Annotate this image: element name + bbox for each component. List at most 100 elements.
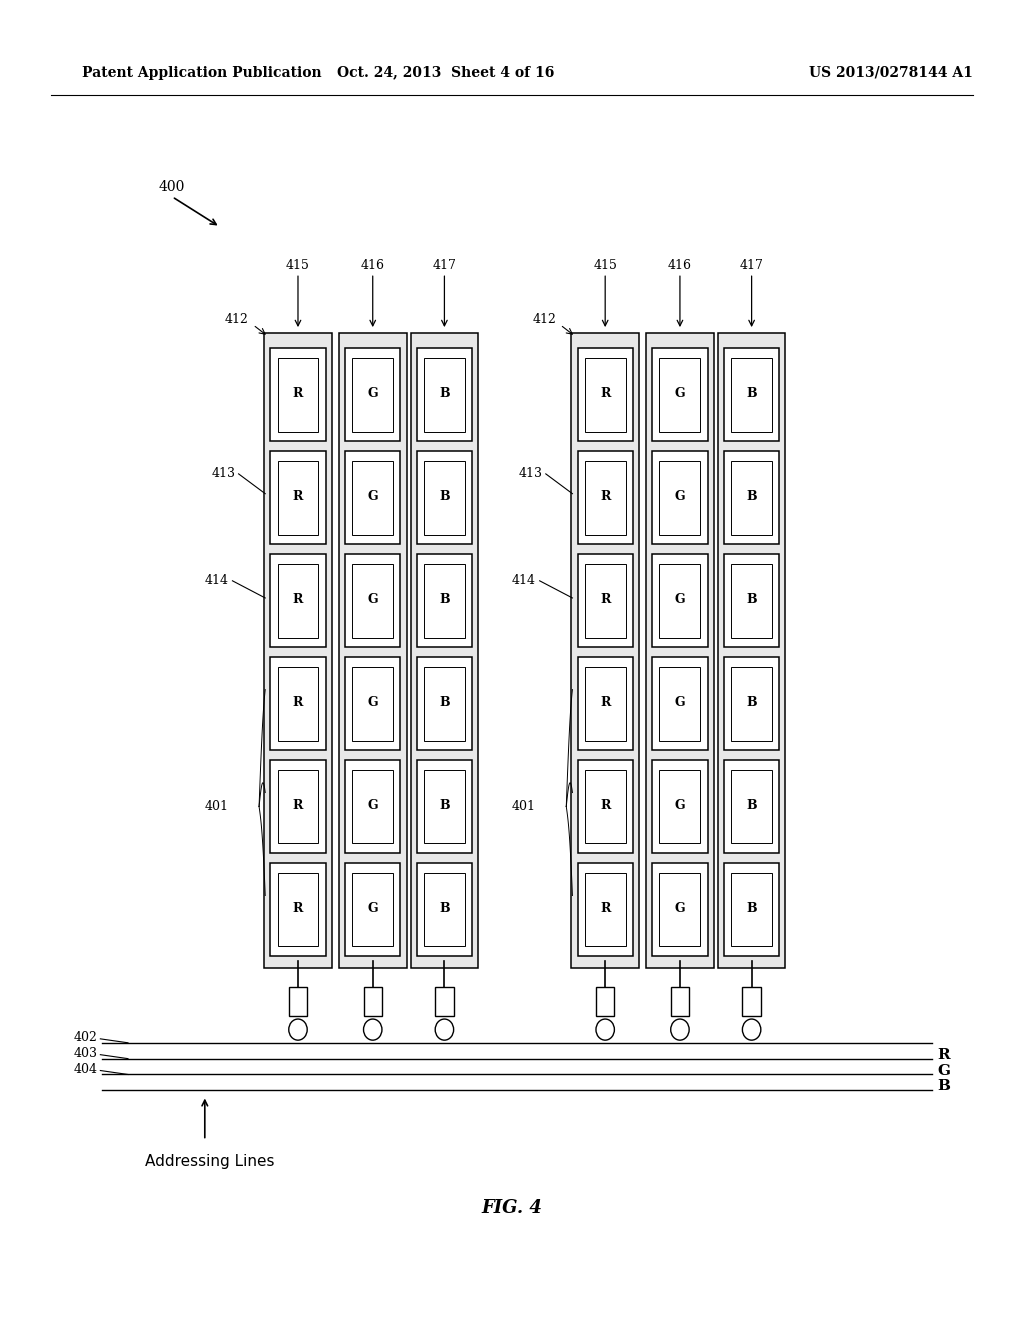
Text: 416: 416 — [360, 259, 385, 272]
Text: G: G — [675, 387, 685, 400]
Text: R: R — [600, 799, 610, 812]
Text: Addressing Lines: Addressing Lines — [145, 1154, 274, 1168]
Text: 414: 414 — [512, 574, 536, 587]
Bar — [578, 863, 633, 956]
Bar — [659, 358, 700, 432]
Bar — [731, 461, 772, 535]
Bar — [411, 333, 478, 968]
Bar — [352, 667, 393, 741]
Bar — [424, 873, 465, 946]
Text: 400: 400 — [159, 181, 185, 194]
Bar — [352, 358, 393, 432]
Bar — [659, 564, 700, 638]
Text: G: G — [368, 902, 378, 915]
Bar — [659, 461, 700, 535]
Bar — [278, 770, 318, 843]
Text: 415: 415 — [593, 259, 617, 272]
Bar — [659, 770, 700, 843]
Bar — [724, 348, 779, 441]
Bar — [352, 770, 393, 843]
Bar — [731, 358, 772, 432]
Bar — [578, 554, 633, 647]
Text: Oct. 24, 2013  Sheet 4 of 16: Oct. 24, 2013 Sheet 4 of 16 — [337, 66, 554, 79]
Bar — [742, 987, 761, 1016]
Bar — [417, 451, 472, 544]
Bar — [724, 657, 779, 750]
Bar — [352, 873, 393, 946]
Bar — [652, 348, 708, 441]
Ellipse shape — [671, 1019, 689, 1040]
Bar — [671, 987, 689, 1016]
Bar — [424, 564, 465, 638]
Bar — [278, 461, 318, 535]
Text: R: R — [293, 387, 303, 400]
Text: 416: 416 — [668, 259, 692, 272]
Text: 415: 415 — [286, 259, 310, 272]
Text: G: G — [368, 696, 378, 709]
Bar — [659, 667, 700, 741]
Bar — [270, 657, 326, 750]
Bar — [571, 333, 639, 968]
Bar — [417, 554, 472, 647]
Bar — [289, 987, 307, 1016]
Bar — [424, 770, 465, 843]
Bar — [417, 863, 472, 956]
Text: B: B — [439, 387, 450, 400]
Bar — [585, 358, 626, 432]
Bar — [578, 760, 633, 853]
Text: B: B — [746, 387, 757, 400]
Bar — [724, 863, 779, 956]
Text: B: B — [439, 902, 450, 915]
Text: B: B — [439, 799, 450, 812]
Text: 403: 403 — [74, 1047, 97, 1060]
Bar — [585, 564, 626, 638]
Text: US 2013/0278144 A1: US 2013/0278144 A1 — [809, 66, 973, 79]
Bar — [578, 348, 633, 441]
Bar — [652, 554, 708, 647]
Bar — [270, 554, 326, 647]
Text: R: R — [293, 902, 303, 915]
Ellipse shape — [742, 1019, 761, 1040]
Text: G: G — [675, 593, 685, 606]
Bar — [352, 461, 393, 535]
Text: R: R — [600, 902, 610, 915]
Text: 412: 412 — [225, 313, 249, 326]
Text: G: G — [368, 387, 378, 400]
Bar — [424, 358, 465, 432]
Ellipse shape — [364, 1019, 382, 1040]
Bar — [278, 873, 318, 946]
Bar — [270, 863, 326, 956]
Text: 413: 413 — [212, 467, 236, 480]
Text: 401: 401 — [512, 800, 536, 813]
Bar — [731, 667, 772, 741]
Text: FIG. 4: FIG. 4 — [481, 1199, 543, 1217]
Bar — [578, 451, 633, 544]
Text: 417: 417 — [739, 259, 764, 272]
Ellipse shape — [435, 1019, 454, 1040]
Bar — [417, 657, 472, 750]
Text: 402: 402 — [74, 1031, 97, 1044]
Bar — [364, 987, 382, 1016]
Ellipse shape — [289, 1019, 307, 1040]
Bar — [585, 667, 626, 741]
Text: G: G — [937, 1064, 950, 1077]
Text: R: R — [293, 593, 303, 606]
Bar — [718, 333, 785, 968]
Bar — [724, 554, 779, 647]
Bar — [596, 987, 614, 1016]
Bar — [278, 667, 318, 741]
Bar — [652, 451, 708, 544]
Text: R: R — [293, 696, 303, 709]
Bar — [278, 564, 318, 638]
Bar — [424, 667, 465, 741]
Text: R: R — [293, 799, 303, 812]
Text: B: B — [746, 593, 757, 606]
Text: G: G — [368, 799, 378, 812]
Bar — [417, 760, 472, 853]
Text: B: B — [937, 1080, 950, 1093]
Bar — [424, 461, 465, 535]
Bar — [652, 863, 708, 956]
Bar — [345, 760, 400, 853]
Text: 414: 414 — [205, 574, 228, 587]
Bar — [264, 333, 332, 968]
